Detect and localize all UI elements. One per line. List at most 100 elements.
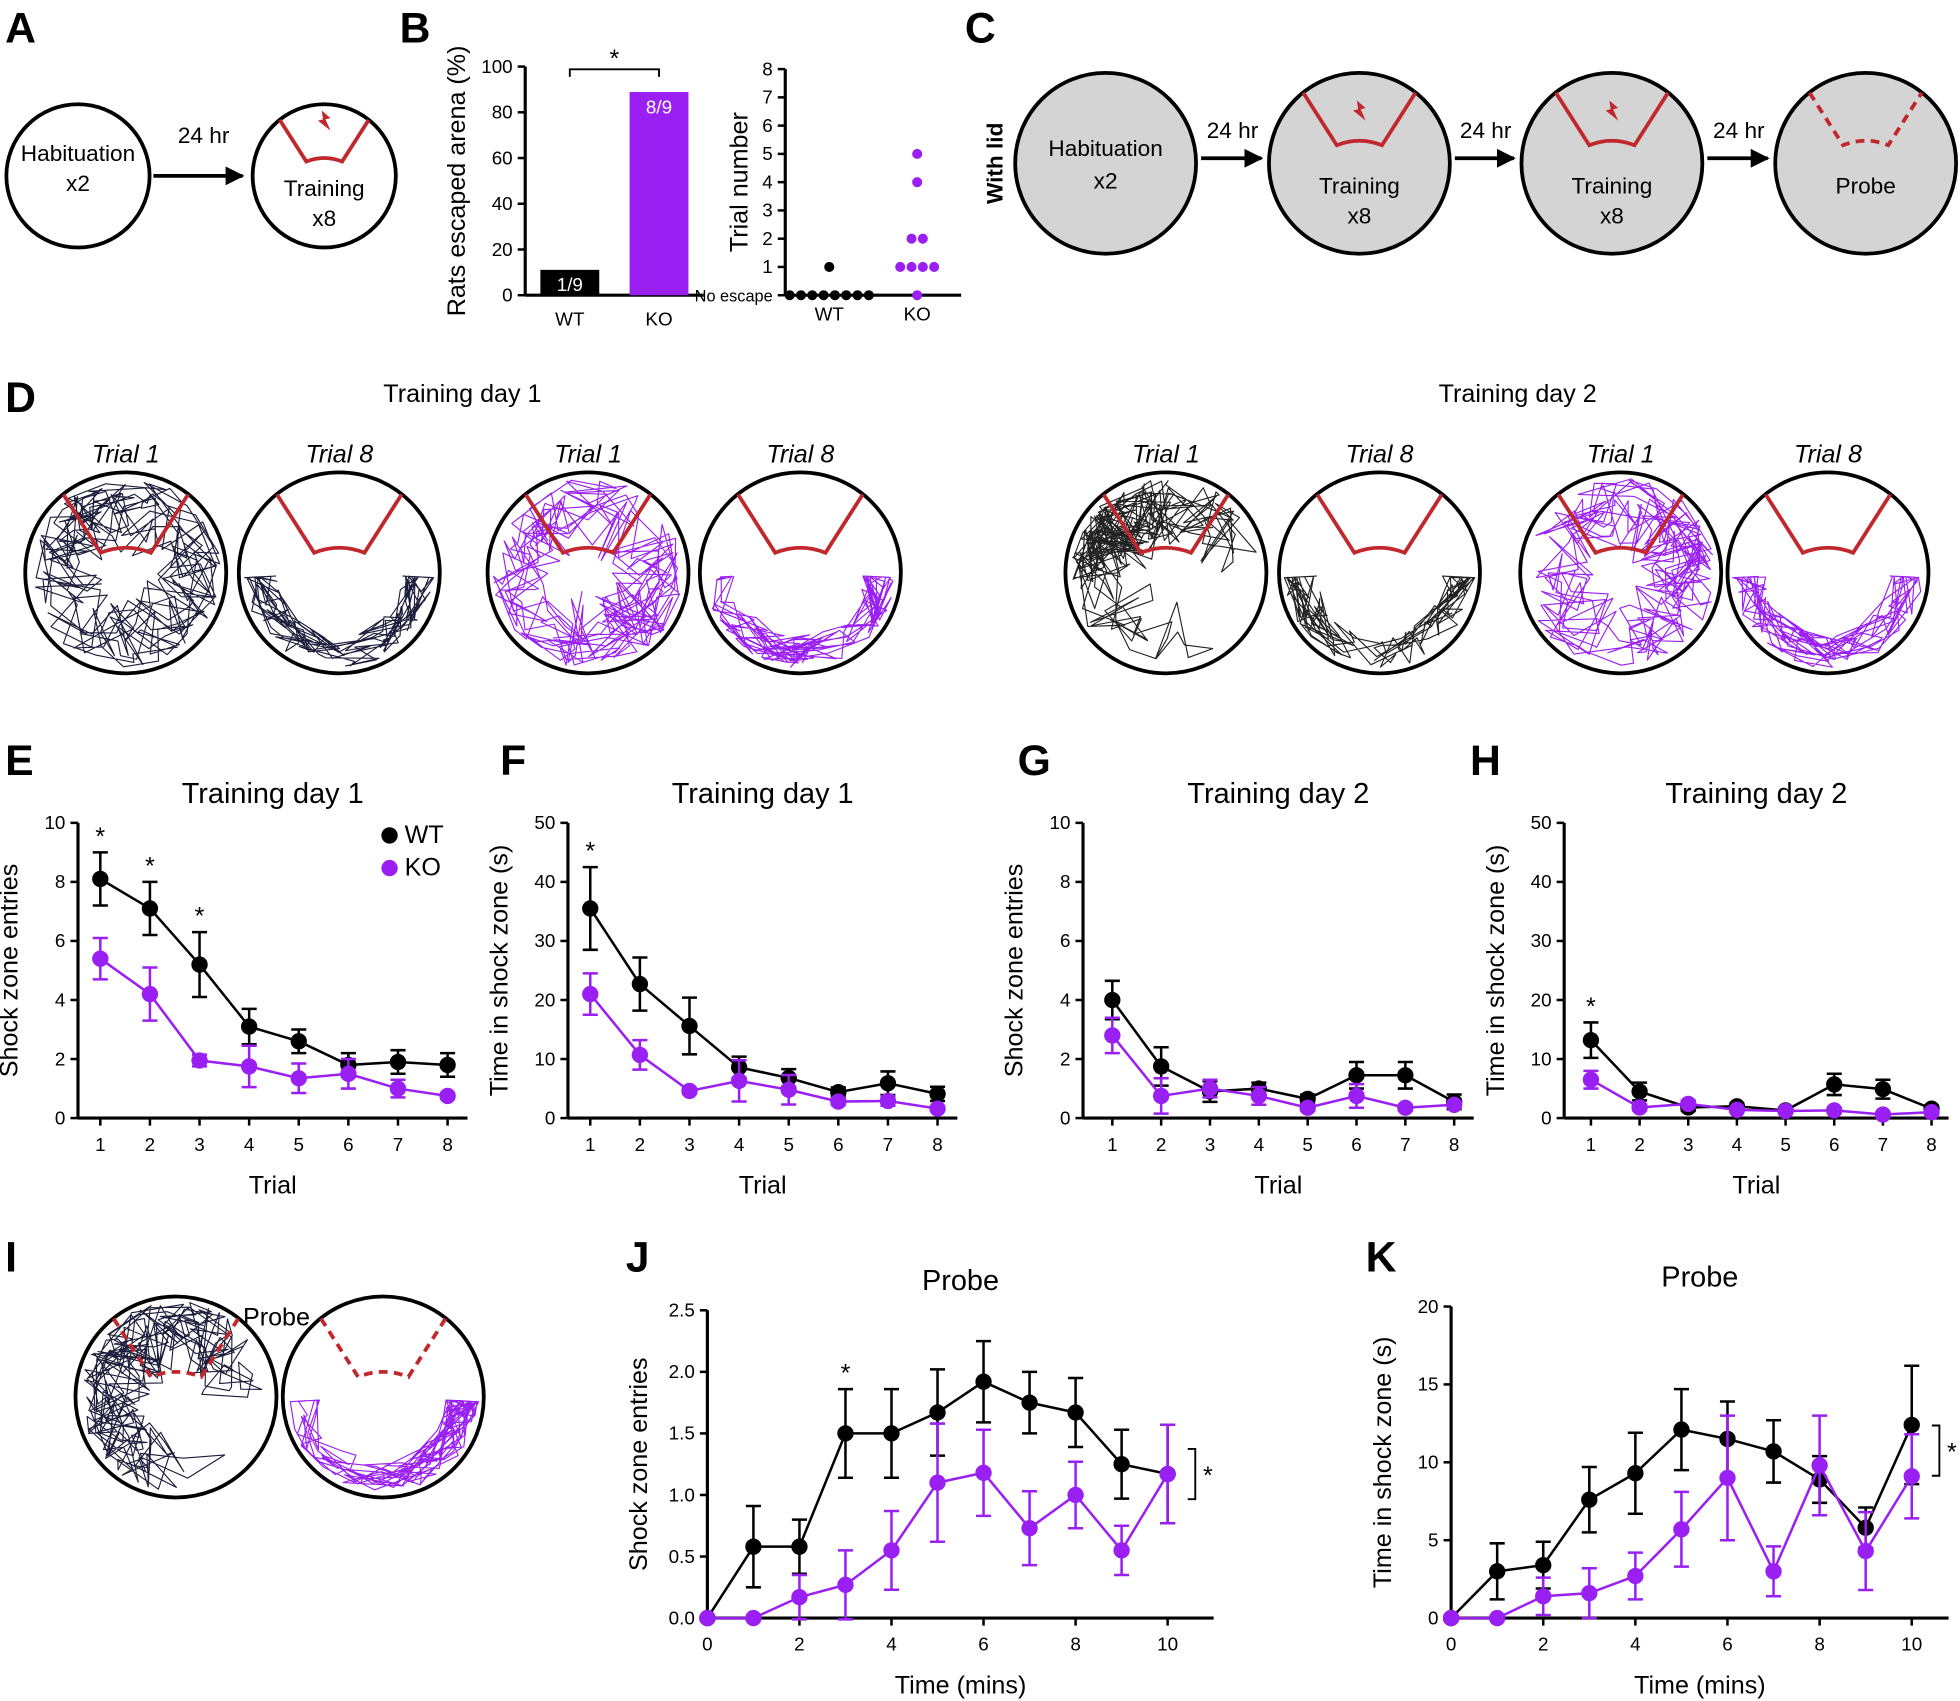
x-tick-label: 5 [294, 1134, 304, 1155]
point [1765, 1563, 1782, 1580]
point [883, 1425, 900, 1442]
y-tick-label: 15 [1418, 1374, 1439, 1395]
y-tick-label: 3 [762, 200, 772, 221]
point [929, 1474, 946, 1491]
legend-marker [381, 859, 398, 877]
x-tick-label: 4 [1630, 1634, 1640, 1655]
x-tick-label: 4 [244, 1134, 254, 1155]
x-axis-label: Time (mins) [1634, 1671, 1766, 1699]
point [837, 1576, 854, 1594]
point [975, 1373, 992, 1390]
x-tick-label: 8 [1070, 1634, 1080, 1655]
y-tick-label: 10 [534, 1048, 555, 1069]
point [841, 290, 852, 301]
point [1857, 1542, 1874, 1560]
x-tick-label: 8 [1449, 1134, 1459, 1155]
point [1159, 1465, 1176, 1483]
x-tick-label: 6 [343, 1134, 353, 1155]
shock-zone [1556, 493, 1685, 556]
significance-label: * [841, 1360, 851, 1388]
y-tick-label: 0 [55, 1107, 65, 1128]
point [92, 950, 109, 967]
point [92, 870, 109, 888]
legend-marker [381, 827, 398, 844]
point [290, 1033, 307, 1050]
x-axis-label: Time (mins) [895, 1671, 1027, 1699]
y-tick-label: 5 [762, 143, 772, 164]
x-tick-label: 2 [1156, 1134, 1166, 1155]
y-tick-label: 8 [762, 58, 772, 79]
step-label: Training [1571, 173, 1652, 198]
y-tick-label: 0.0 [669, 1607, 695, 1628]
x-tick-label: 5 [1780, 1134, 1790, 1155]
y-tick-label: 10 [1418, 1452, 1439, 1473]
point [883, 1542, 900, 1559]
y-axis-label: Time in shock zone (s) [1369, 1336, 1397, 1588]
chart-title: Training day 1 [182, 778, 364, 810]
x-axis-label: Trial [1732, 1171, 1780, 1199]
x-axis-label: Trial [1254, 1171, 1302, 1199]
panel-label: A [5, 5, 36, 53]
significance-label: * [1203, 1462, 1213, 1490]
x-tick-label: 10 [1157, 1634, 1178, 1655]
point [1489, 1563, 1506, 1580]
shock-icon [1605, 100, 1619, 121]
chart-title: Probe [1661, 1261, 1738, 1293]
y-tick-label: 0 [1060, 1107, 1070, 1128]
point [1826, 1102, 1843, 1119]
point [1348, 1067, 1365, 1084]
point [1397, 1067, 1414, 1084]
shock-zone [524, 493, 652, 556]
significance-label: * [1586, 993, 1596, 1021]
step-label: Training [284, 176, 365, 201]
point [1719, 1469, 1736, 1487]
arena [1013, 70, 1198, 256]
x-tick-label: 6 [833, 1134, 843, 1155]
x-tick-label: 2 [1634, 1134, 1644, 1155]
step-label: Habituation [21, 141, 135, 166]
point [1348, 1087, 1365, 1105]
track-path [34, 481, 221, 668]
point [1535, 1588, 1552, 1605]
y-tick-label: 0 [1541, 1107, 1551, 1128]
y-axis-label: Time in shock zone (s) [486, 845, 514, 1097]
y-tick-label: 5 [1428, 1529, 1438, 1550]
point [1765, 1443, 1782, 1460]
x-tick-label: 2 [794, 1634, 804, 1655]
point [240, 1018, 258, 1035]
shock-zone [736, 493, 865, 556]
point [389, 1053, 407, 1071]
shock-zone [61, 493, 190, 556]
point [1826, 1076, 1843, 1093]
x-tick-label: 2 [1538, 1634, 1548, 1655]
point [1489, 1609, 1506, 1627]
interval: 24 hr [1460, 118, 1512, 143]
x-tick-label: 1 [585, 1134, 595, 1155]
y-tick-label: 4 [55, 989, 65, 1010]
significance-label: * [95, 823, 105, 851]
point [1113, 1542, 1130, 1559]
point [699, 1609, 716, 1627]
y-tick-label: 8 [55, 871, 65, 892]
point [912, 177, 923, 188]
step-label: Probe [1836, 173, 1896, 198]
significance-label: * [585, 838, 595, 866]
step-count: x8 [1600, 204, 1624, 229]
point [818, 290, 829, 301]
y-tick-label: 4 [762, 171, 772, 192]
track-path [1535, 478, 1713, 666]
condition: With lid [983, 123, 1008, 204]
y-tick-label: 7 [762, 87, 772, 108]
point [1680, 1095, 1697, 1113]
panel-label: I [5, 1233, 17, 1281]
point [837, 1425, 854, 1442]
x-tick-label: 6 [1351, 1134, 1361, 1155]
track-path [244, 575, 435, 667]
arena [1519, 70, 1705, 256]
arena [1773, 70, 1959, 256]
track-path [711, 575, 894, 668]
x-tick-label: 7 [393, 1134, 403, 1155]
point [1728, 1101, 1746, 1118]
shock-zone [1554, 91, 1670, 148]
